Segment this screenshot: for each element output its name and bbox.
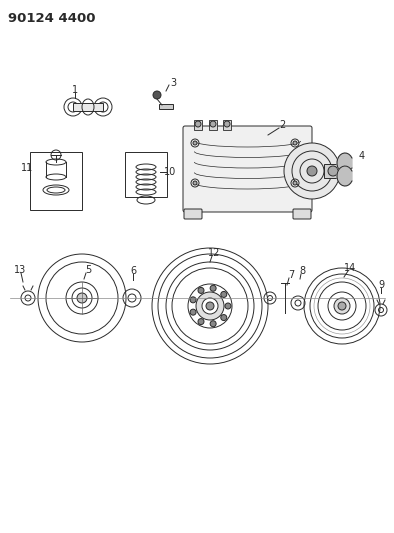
Text: 2: 2 xyxy=(279,120,285,130)
Bar xyxy=(30,152,82,210)
Polygon shape xyxy=(337,166,352,186)
Circle shape xyxy=(198,319,204,325)
Text: 6: 6 xyxy=(130,266,136,276)
FancyBboxPatch shape xyxy=(184,209,202,219)
Circle shape xyxy=(77,293,87,303)
Circle shape xyxy=(198,287,204,293)
Circle shape xyxy=(190,297,196,303)
Text: 5: 5 xyxy=(85,265,91,275)
Circle shape xyxy=(190,309,196,315)
Circle shape xyxy=(153,91,161,99)
Circle shape xyxy=(293,181,297,185)
Text: 13: 13 xyxy=(14,265,26,275)
Bar xyxy=(125,152,167,197)
Bar xyxy=(324,164,342,178)
Circle shape xyxy=(193,141,197,145)
Circle shape xyxy=(196,292,224,320)
FancyBboxPatch shape xyxy=(293,209,311,219)
Circle shape xyxy=(284,143,340,199)
Circle shape xyxy=(307,166,317,176)
Circle shape xyxy=(195,121,201,127)
Circle shape xyxy=(328,166,338,176)
Circle shape xyxy=(221,292,227,297)
Circle shape xyxy=(206,302,214,310)
Circle shape xyxy=(193,181,197,185)
Bar xyxy=(194,120,202,130)
Text: 14: 14 xyxy=(344,263,356,273)
Text: 4: 4 xyxy=(359,151,365,161)
FancyBboxPatch shape xyxy=(183,126,312,212)
Circle shape xyxy=(293,141,297,145)
Circle shape xyxy=(225,303,231,309)
Circle shape xyxy=(221,314,227,320)
Text: 3: 3 xyxy=(170,78,176,88)
Text: 8: 8 xyxy=(299,266,305,276)
Circle shape xyxy=(210,285,216,291)
Circle shape xyxy=(224,121,230,127)
Circle shape xyxy=(334,298,350,314)
Polygon shape xyxy=(337,153,352,173)
Bar xyxy=(73,103,103,111)
Bar xyxy=(209,120,217,130)
Circle shape xyxy=(338,302,346,310)
Text: 12: 12 xyxy=(208,248,220,258)
Text: 9: 9 xyxy=(378,280,384,290)
Text: 1: 1 xyxy=(72,85,78,95)
Circle shape xyxy=(210,321,216,327)
Circle shape xyxy=(210,121,216,127)
Text: 10: 10 xyxy=(164,167,176,177)
Text: 7: 7 xyxy=(288,270,294,280)
Text: 90124 4400: 90124 4400 xyxy=(8,12,95,25)
Text: 11: 11 xyxy=(21,163,33,173)
Bar xyxy=(159,104,173,109)
Bar xyxy=(223,120,231,130)
Circle shape xyxy=(202,298,218,314)
